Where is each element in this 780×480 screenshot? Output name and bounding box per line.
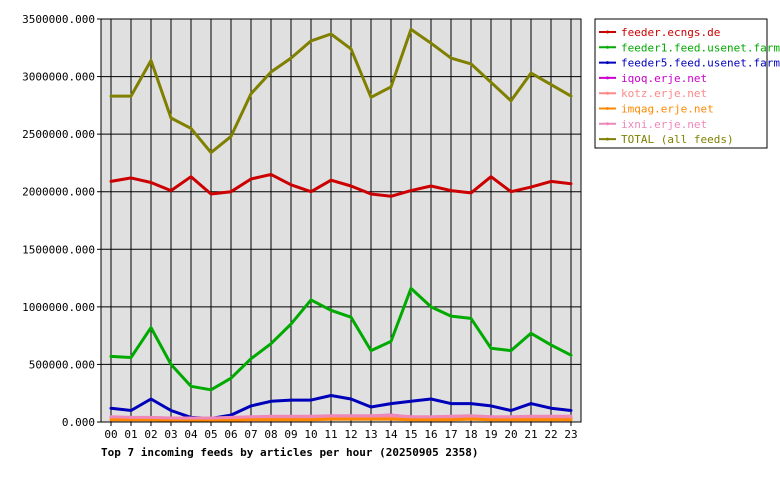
y-tick-label: 0.000 [62, 416, 95, 429]
x-tick-label: 13 [364, 428, 377, 441]
legend-marker [606, 45, 609, 49]
legend-label: feeder.ecngs.de [621, 26, 720, 39]
legend-marker [606, 137, 609, 141]
x-tick-label: 20 [504, 428, 517, 441]
x-tick-label: 12 [344, 428, 357, 441]
x-tick-label: 19 [484, 428, 497, 441]
x-tick-label: 07 [244, 428, 257, 441]
series-line-feeder1-feed-usenet-farm [109, 286, 573, 392]
plot-frame [100, 18, 582, 423]
legend-marker [606, 30, 609, 34]
x-tick-label: 23 [564, 428, 577, 441]
plot-background [101, 19, 581, 422]
legend: feeder.ecngs.de feeder1.feed.usenet.farm f… [594, 18, 780, 149]
x-axis-ticks: 00 01 02 03 04 05 06 07 08 09 10 11 12 13 14 15 16 17 18 19… [104, 422, 578, 441]
y-tick-label: 500000.000 [29, 358, 95, 371]
legend-label: ixni.erje.net [621, 118, 707, 131]
x-tick-label: 08 [264, 428, 277, 441]
legend-label: feeder1.feed.usenet.farm [621, 41, 780, 54]
legend-marker [606, 122, 609, 126]
x-tick-label: 18 [464, 428, 477, 441]
legend-label: imqag.erje.net [621, 103, 714, 116]
legend-label: iqoq.erje.net [621, 72, 707, 85]
series-line-ixni-erje-net [109, 413, 573, 420]
series-line-imqag-erje-net [109, 417, 573, 422]
x-tick-label: 01 [124, 428, 137, 441]
x-tick-label: 14 [384, 428, 398, 441]
x-tick-label: 06 [224, 428, 237, 441]
y-tick-label: 2000000.000 [22, 186, 95, 199]
series-line-total-all-feeds [109, 27, 573, 155]
y-tick-label: 2500000.000 [22, 128, 95, 141]
x-tick-label: 04 [184, 428, 198, 441]
legend-marker [606, 91, 609, 95]
y-axis-ticks: 0.000 500000.000 1000000.000 1500000.000 200… [22, 13, 101, 429]
legend-label: feeder5.feed.usenet.farm [621, 57, 780, 70]
x-tick-label: 00 [104, 428, 117, 441]
x-tick-label: 17 [444, 428, 457, 441]
series-lines [109, 27, 573, 422]
series-line-feeder5-feed-usenet-farm [109, 394, 573, 420]
x-tick-label: 21 [524, 428, 537, 441]
y-tick-label: 1000000.000 [22, 301, 95, 314]
x-tick-label: 10 [304, 428, 317, 441]
y-tick-label: 3000000.000 [22, 71, 95, 84]
x-tick-label: 15 [404, 428, 417, 441]
chart-title: Top 7 incoming feeds by articles per hou… [101, 446, 479, 459]
legend-marker [606, 76, 609, 80]
legend-label: TOTAL (all feeds) [621, 133, 734, 146]
x-tick-label: 02 [144, 428, 157, 441]
x-tick-label: 11 [324, 428, 337, 441]
legend-label: kotz.erje.net [621, 87, 707, 100]
x-tick-label: 09 [284, 428, 297, 441]
legend-box [594, 18, 768, 149]
x-tick-label: 03 [164, 428, 177, 441]
y-tick-label: 1500000.000 [22, 243, 95, 256]
y-tick-label: 3500000.000 [22, 13, 95, 26]
legend-marker [606, 107, 609, 110]
x-tick-label: 05 [204, 428, 217, 441]
legend-marker [606, 61, 609, 65]
x-tick-label: 22 [544, 428, 557, 441]
series-line-feeder-ecngs-de [109, 172, 573, 198]
x-tick-label: 16 [424, 428, 437, 441]
